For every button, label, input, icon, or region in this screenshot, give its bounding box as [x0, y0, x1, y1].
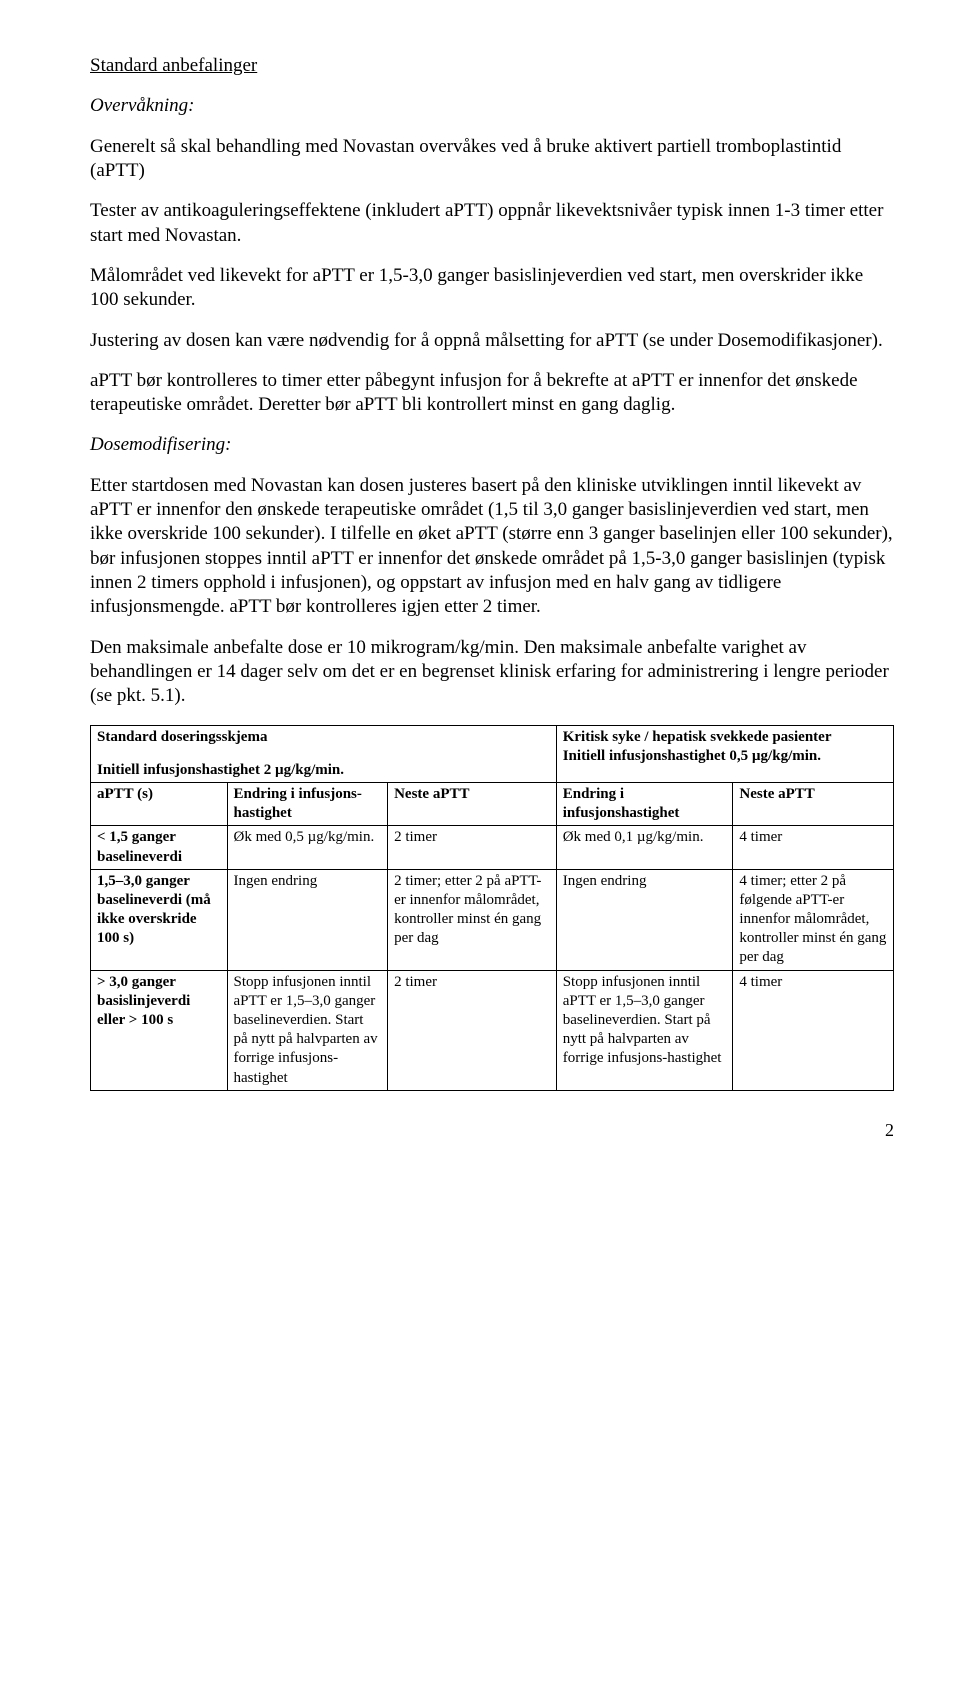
table-cell: Stopp infusjonen inntil aPTT er 1,5–3,0 … — [227, 970, 388, 1090]
table-row: > 3,0 ganger basislinjeverdi eller > 100… — [91, 970, 894, 1090]
paragraph: Justering av dosen kan være nødvendig fo… — [90, 329, 894, 353]
table-cell: Øk med 0,5 µg/kg/min. — [227, 826, 388, 869]
paragraph: Den maksimale anbefalte dose er 10 mikro… — [90, 636, 894, 709]
table-cell: 4 timer — [733, 826, 894, 869]
table-cell: 2 timer; etter 2 på aPTT-er innenfor mål… — [388, 869, 557, 970]
heading-standard: Standard anbefalinger — [90, 54, 894, 78]
table-cell: 2 timer — [388, 826, 557, 869]
paragraph: Tester av antikoaguleringseffektene (ink… — [90, 199, 894, 248]
table-cell: 1,5–3,0 ganger baselineverdi (må ikke ov… — [91, 869, 228, 970]
table-cell: 2 timer — [388, 970, 557, 1090]
paragraph: aPTT bør kontrolleres to timer etter påb… — [90, 369, 894, 418]
table-cell: < 1,5 ganger baselineverdi — [91, 826, 228, 869]
cell-line: Standard doseringsskjema — [97, 728, 550, 747]
table-row: aPTT (s) Endring i infusjons-hastighet N… — [91, 782, 894, 825]
page-number: 2 — [90, 1119, 894, 1142]
table-cell: aPTT (s) — [91, 782, 228, 825]
cell-line: Kritisk syke / hepatisk svekkede pasient… — [563, 728, 887, 747]
subheading-overvakning: Overvåkning: — [90, 94, 894, 118]
table-cell: Ingen endring — [556, 869, 733, 970]
paragraph: Etter startdosen med Novastan kan dosen … — [90, 474, 894, 620]
table-cell: Neste aPTT — [733, 782, 894, 825]
table-row: 1,5–3,0 ganger baselineverdi (må ikke ov… — [91, 869, 894, 970]
dosing-table: Standard doseringsskjema Initiell infusj… — [90, 725, 894, 1091]
table-cell: Stopp infusjonen inntil aPTT er 1,5–3,0 … — [556, 970, 733, 1090]
subheading-dosemodifisering: Dosemodifisering: — [90, 433, 894, 457]
table-cell: > 3,0 ganger basislinjeverdi eller > 100… — [91, 970, 228, 1090]
table-cell: Endring i infusjons-hastighet — [227, 782, 388, 825]
table-cell: Endring i infusjonshastighet — [556, 782, 733, 825]
paragraph: Målområdet ved likevekt for aPTT er 1,5-… — [90, 264, 894, 313]
table-cell: 4 timer — [733, 970, 894, 1090]
table-cell: Øk med 0,1 µg/kg/min. — [556, 826, 733, 869]
table-cell: Standard doseringsskjema Initiell infusj… — [91, 725, 557, 782]
paragraph: Generelt så skal behandling med Novastan… — [90, 135, 894, 184]
table-row: Standard doseringsskjema Initiell infusj… — [91, 725, 894, 782]
table-row: < 1,5 ganger baselineverdi Øk med 0,5 µg… — [91, 826, 894, 869]
table-cell: 4 timer; etter 2 på følgende aPTT-er inn… — [733, 869, 894, 970]
table-cell: Ingen endring — [227, 869, 388, 970]
cell-line: Initiell infusjonshastighet 2 µg/kg/min. — [97, 761, 550, 780]
cell-line: Initiell infusjonshastighet 0,5 µg/kg/mi… — [563, 747, 887, 766]
table-cell: Kritisk syke / hepatisk svekkede pasient… — [556, 725, 893, 782]
table-cell: Neste aPTT — [388, 782, 557, 825]
